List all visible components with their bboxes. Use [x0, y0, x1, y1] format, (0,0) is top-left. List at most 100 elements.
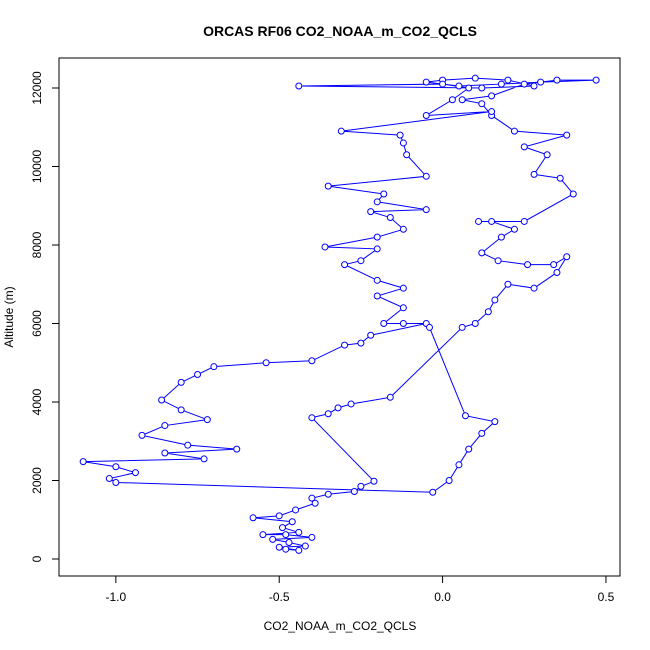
- data-point: [491, 296, 499, 304]
- data-point: [399, 319, 407, 327]
- data-point: [478, 249, 486, 257]
- data-point: [510, 225, 518, 233]
- data-point: [341, 261, 349, 269]
- data-point: [373, 292, 381, 300]
- data-point: [203, 416, 211, 424]
- data-point: [161, 422, 169, 430]
- data-point: [510, 127, 518, 135]
- data-point: [399, 304, 407, 312]
- data-point: [292, 506, 300, 514]
- data-point: [357, 482, 365, 490]
- data-point: [497, 80, 505, 88]
- data-point: [422, 78, 430, 86]
- data-point: [520, 217, 528, 225]
- data-point: [341, 341, 349, 349]
- x-tick-label: -0.5: [269, 590, 290, 604]
- data-point: [426, 323, 434, 331]
- data-point: [262, 359, 270, 367]
- data-point: [177, 406, 185, 414]
- data-point: [399, 139, 407, 147]
- data-point: [504, 76, 512, 84]
- data-point: [285, 539, 293, 547]
- data-point: [563, 131, 571, 139]
- data-point: [488, 217, 496, 225]
- y-tick-label: 0: [30, 555, 44, 562]
- data-point: [357, 257, 365, 265]
- chart-title: ORCAS RF06 CO2_NOAA_m_CO2_QCLS: [203, 23, 477, 39]
- data-point: [308, 533, 316, 541]
- data-point: [399, 225, 407, 233]
- data-point: [563, 253, 571, 261]
- data-point: [308, 414, 316, 422]
- data-point: [233, 445, 241, 453]
- data-point: [105, 475, 113, 483]
- data-point: [295, 528, 303, 536]
- data-point: [494, 257, 502, 265]
- data-point: [370, 477, 378, 485]
- data-point: [458, 96, 466, 104]
- data-point: [478, 100, 486, 108]
- plot-box: [58, 57, 621, 577]
- data-point: [530, 82, 538, 90]
- data-point: [484, 308, 492, 316]
- data-point: [530, 284, 538, 292]
- data-point: [461, 412, 469, 420]
- data-point: [200, 455, 208, 463]
- data-point: [350, 487, 358, 495]
- data-point: [308, 494, 316, 502]
- data-point: [373, 233, 381, 241]
- x-tick-label: 0.5: [598, 590, 615, 604]
- data-point: [295, 82, 303, 90]
- data-point: [161, 449, 169, 457]
- data-point: [357, 339, 365, 347]
- data-point: [553, 76, 561, 84]
- data-point: [269, 535, 277, 543]
- data-point: [497, 233, 505, 241]
- data-point: [445, 477, 453, 485]
- data-point: [458, 323, 466, 331]
- data-point: [347, 400, 355, 408]
- data-point: [295, 546, 303, 554]
- data-point: [373, 276, 381, 284]
- data-point: [131, 469, 139, 477]
- data-point: [504, 280, 512, 288]
- data-point: [471, 74, 479, 82]
- data-point: [553, 268, 561, 276]
- data-point: [520, 80, 528, 88]
- y-tick-label: 10000: [30, 149, 44, 183]
- data-point: [324, 182, 332, 190]
- data-point: [422, 172, 430, 180]
- data-point: [488, 108, 496, 116]
- data-point: [177, 378, 185, 386]
- data-point: [282, 531, 290, 539]
- data-point: [399, 284, 407, 292]
- data-point: [275, 543, 283, 551]
- y-tick-label: 8000: [30, 231, 44, 258]
- data-point: [138, 431, 146, 439]
- data-point: [556, 174, 564, 182]
- data-point: [367, 331, 375, 339]
- data-point: [478, 429, 486, 437]
- data-point: [422, 111, 430, 119]
- data-point: [537, 78, 545, 86]
- data-point: [194, 371, 202, 379]
- data-point: [275, 512, 283, 520]
- data-point: [321, 243, 329, 251]
- data-point: [465, 84, 473, 92]
- data-point: [569, 190, 577, 198]
- data-point: [367, 208, 375, 216]
- data-point: [158, 396, 166, 404]
- data-point: [288, 518, 296, 526]
- data-point: [373, 198, 381, 206]
- data-line: [83, 77, 597, 551]
- y-tick-label: 6000: [30, 310, 44, 337]
- data-point: [334, 404, 342, 412]
- data-point: [475, 217, 483, 225]
- data-point: [112, 463, 120, 471]
- data-point: [478, 84, 486, 92]
- data-point: [592, 76, 600, 84]
- data-point: [488, 92, 496, 100]
- data-point: [324, 490, 332, 498]
- data-point: [249, 514, 257, 522]
